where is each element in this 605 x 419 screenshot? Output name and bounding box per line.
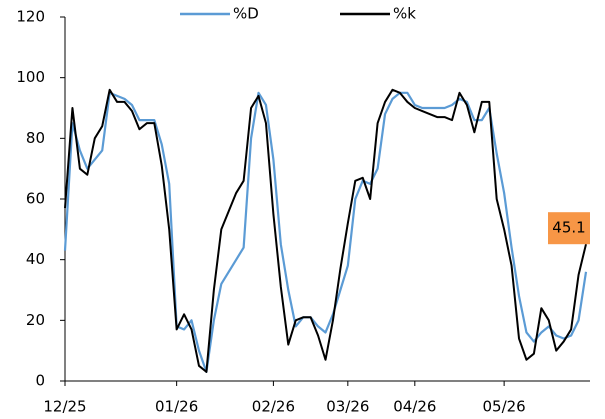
value-label: 45.1: [552, 219, 585, 237]
value-label-box: [548, 212, 590, 245]
y-tick-label: 0: [35, 372, 45, 390]
legend-label: %D: [233, 5, 259, 23]
x-tick-label: 03/26: [326, 398, 369, 416]
y-tick-label: 20: [26, 311, 45, 329]
y-tick-label: 100: [16, 68, 45, 86]
y-tick-label: 40: [26, 250, 45, 268]
line-1: [64, 88, 587, 373]
x-tick-label: 05/26: [483, 398, 526, 416]
line-0: [63, 91, 588, 373]
x-tick-label: 12/25: [43, 398, 86, 416]
x-tick-label: 02/26: [252, 398, 295, 416]
y-tick-label: 60: [26, 190, 45, 208]
legend-label: %k: [393, 5, 416, 23]
y-tick-label: 80: [26, 129, 45, 147]
x-tick-label: 01/26: [155, 398, 198, 416]
y-tick-label: 120: [16, 8, 45, 26]
x-tick-label: 04/26: [393, 398, 436, 416]
